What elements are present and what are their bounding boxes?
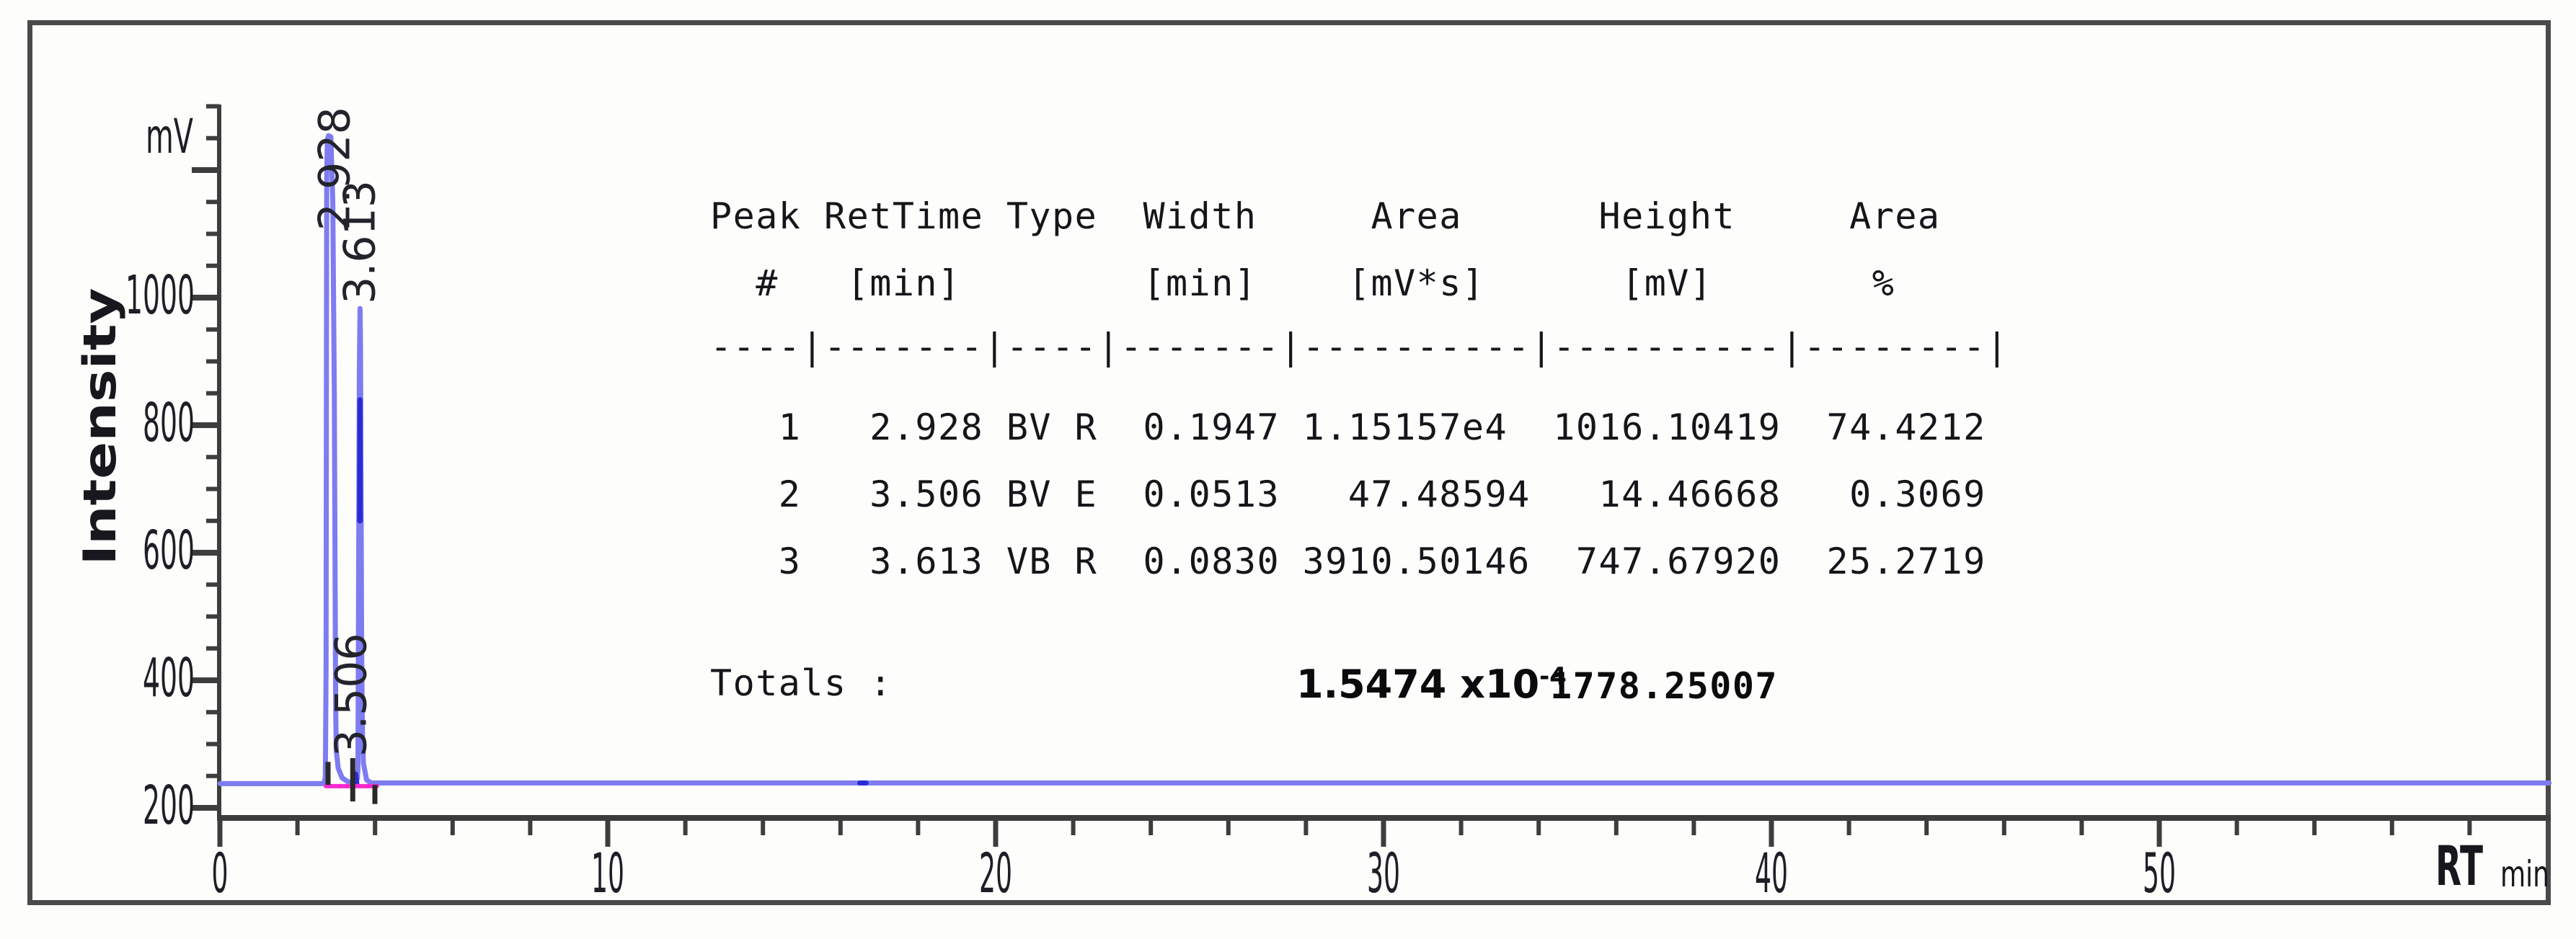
peak-table-row-1: 1 2.928 BV R 0.1947 1.15157e4 1016.10419…	[710, 406, 1986, 448]
x-tick-label: 0	[212, 841, 229, 905]
x-axis-title-rt: RT	[2435, 834, 2483, 898]
y-axis-title: Intensity	[74, 288, 126, 566]
y-tick-label: 800	[143, 392, 195, 454]
peak-table-row-2: 2 3.506 BV E 0.0513 47.48594 14.46668 0.…	[710, 473, 1986, 515]
y-tick-label: 200	[143, 775, 195, 837]
x-tick-label: 40	[1755, 841, 1788, 905]
x-tick-label: 20	[979, 841, 1012, 905]
totals-area-exponent: -4	[1539, 662, 1567, 691]
peak-retention-label: 3.506	[327, 633, 377, 757]
totals-label: Totals :	[710, 662, 893, 704]
y-tick-label: 400	[143, 647, 195, 709]
peak-table-header-row1: Peak RetTime Type Width Area Height Area	[710, 195, 1941, 237]
peak-table-header-row2: # [min] [min] [mV*s] [mV] %	[710, 262, 1895, 304]
signal-trace	[217, 133, 2552, 786]
peak-table-separator: ----|-------|----|-------|----------|---…	[710, 326, 2009, 368]
y-tick-label: 1000	[125, 264, 195, 326]
peak-retention-label: 3.613	[335, 180, 385, 304]
peak-retention-label: 2.928	[310, 107, 360, 231]
y-tick-label: 600	[143, 520, 195, 582]
x-tick-label: 10	[591, 841, 624, 905]
x-axis-title-min: min	[2500, 853, 2549, 895]
y-axis-unit-label: mV	[146, 109, 193, 164]
x-tick-label: 50	[2143, 841, 2176, 905]
totals-area-value: 1.5474 x10-4	[1296, 662, 1567, 707]
totals-height-value: 1778.25007	[1550, 665, 1779, 707]
figure-border	[27, 20, 2551, 905]
totals-area-mantissa: 1.5474 x10	[1296, 662, 1540, 707]
peak-table-row-3: 3 3.613 VB R 0.0830 3910.50146 747.67920…	[710, 540, 1986, 582]
x-tick-label: 30	[1367, 841, 1400, 905]
